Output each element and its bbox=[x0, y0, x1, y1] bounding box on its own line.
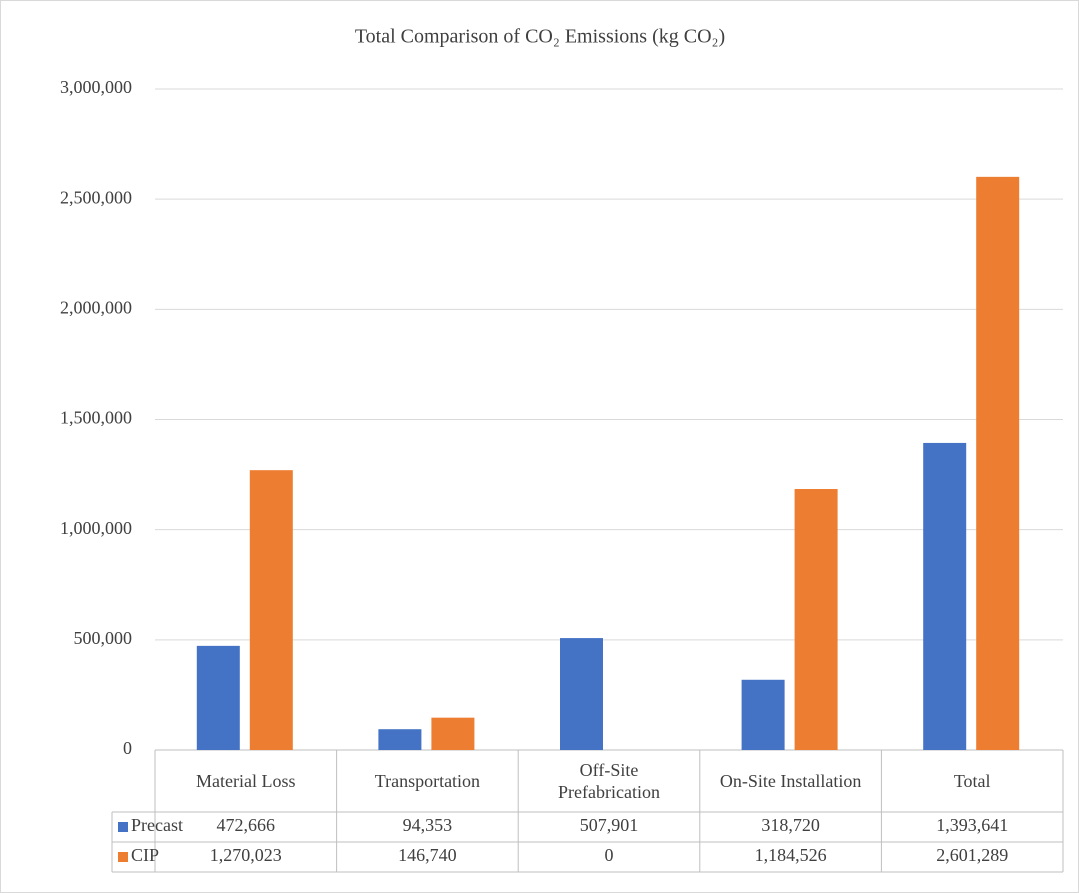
bar bbox=[741, 679, 785, 750]
table-value: 318,720 bbox=[761, 815, 820, 835]
category-label: Transportation bbox=[374, 771, 481, 791]
bar bbox=[560, 638, 603, 750]
table-value: 507,901 bbox=[580, 815, 639, 835]
bar bbox=[976, 176, 1020, 751]
table-value: 1,270,023 bbox=[210, 845, 282, 865]
bar bbox=[431, 717, 475, 750]
chart-title: Total Comparison of CO₂ Emissions (kg CO… bbox=[355, 26, 725, 48]
legend-label: CIP bbox=[131, 845, 159, 865]
table-value: 1,393,641 bbox=[936, 815, 1008, 835]
legend-key bbox=[118, 822, 128, 832]
table-value: 2,601,289 bbox=[936, 845, 1008, 865]
y-tick-label: 0 bbox=[123, 738, 132, 758]
category-label: Off-Site Prefabrication bbox=[558, 760, 660, 802]
y-tick-label: 2,500,000 bbox=[60, 187, 132, 207]
bar bbox=[249, 470, 293, 750]
y-tick-label: 2,000,000 bbox=[60, 297, 132, 317]
bar bbox=[923, 442, 967, 750]
bar bbox=[196, 645, 240, 750]
y-tick-label: 500,000 bbox=[74, 628, 133, 648]
legend-label: Precast bbox=[131, 815, 183, 835]
table-value: 94,353 bbox=[403, 815, 453, 835]
y-tick-label: 1,000,000 bbox=[60, 518, 132, 538]
category-label: On-Site Installation bbox=[719, 771, 862, 791]
y-tick-label: 1,500,000 bbox=[60, 408, 132, 428]
category-label: Material Loss bbox=[196, 771, 296, 791]
bar bbox=[378, 729, 422, 750]
table-value: 146,740 bbox=[398, 845, 457, 865]
bar bbox=[794, 489, 838, 750]
legend-key bbox=[118, 852, 128, 862]
y-tick-label: 3,000,000 bbox=[60, 77, 132, 97]
table-value: 472,666 bbox=[217, 815, 276, 835]
table-value: 1,184,526 bbox=[755, 845, 827, 865]
table-value: 0 bbox=[605, 845, 614, 865]
category-label: Total bbox=[953, 771, 991, 791]
